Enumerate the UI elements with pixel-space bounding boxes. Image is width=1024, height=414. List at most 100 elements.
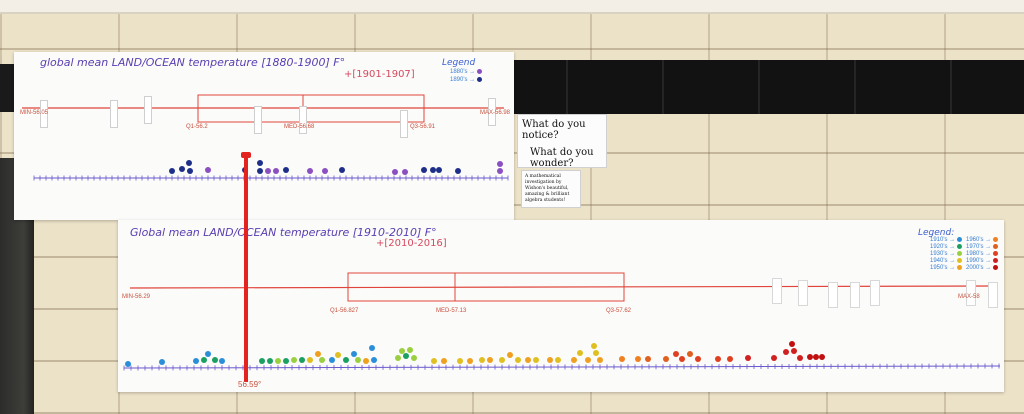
legend-dot: [957, 251, 963, 256]
poster-bottom-legend-title: Legend:: [918, 228, 955, 238]
dot: [497, 168, 503, 174]
dot: [457, 358, 463, 364]
label-q1: Q1-56.2: [186, 124, 208, 130]
hanging-tag: [850, 282, 860, 308]
dot: [585, 357, 591, 363]
dot: [533, 357, 539, 363]
black-stripe: [470, 60, 1024, 114]
legend-label: 1920's →: [930, 244, 956, 251]
dot: [186, 160, 192, 166]
dot: [159, 359, 165, 365]
number-line-ticks: [33, 175, 509, 181]
legend-row: 2000's →: [966, 265, 999, 272]
dot: [283, 358, 289, 364]
dot: [307, 357, 313, 363]
blurb-card: A mathematical investigation by Wishon's…: [521, 170, 581, 208]
legend-row: 1970's →: [966, 244, 999, 251]
legend-dot: [993, 251, 999, 256]
dot: [771, 355, 777, 361]
dot: [515, 357, 521, 363]
legend-label: 1970's →: [966, 244, 992, 251]
dot: [363, 358, 369, 364]
label-median: MED-56.68: [284, 124, 315, 130]
dot: [687, 351, 693, 357]
dot: [355, 357, 361, 363]
dot: [695, 356, 701, 362]
dot: [467, 358, 473, 364]
hanging-tag: [299, 106, 307, 134]
dot: [275, 358, 281, 364]
legend-dot: [957, 237, 963, 242]
dot: [591, 343, 597, 349]
dot: [273, 168, 279, 174]
dot: [399, 348, 405, 354]
hanging-tag: [254, 106, 262, 134]
dot: [507, 352, 513, 358]
legend-dot: [993, 258, 999, 263]
poster-top: global mean LAND/OCEAN temperature [1880…: [14, 52, 514, 220]
legend-row: 1920's →: [930, 244, 963, 251]
dot: [635, 356, 641, 362]
dot: [125, 361, 131, 367]
dot: [319, 357, 325, 363]
red-marker-label: 56.59°: [238, 380, 262, 389]
hanging-tag: [870, 280, 880, 306]
legend-row: 1960's →: [966, 237, 999, 244]
dot: [797, 355, 803, 361]
dot: [430, 167, 436, 173]
label-max: MAX-58: [958, 294, 980, 300]
dot: [212, 357, 218, 363]
legend-row: 1940's →: [930, 258, 963, 265]
label-q3: Q3-57.62: [606, 308, 632, 314]
poster-bottom-subtitle: +[2010-2016]: [376, 238, 447, 249]
hanging-tag: [488, 98, 496, 126]
dot: [169, 168, 175, 174]
hanging-tag: [40, 100, 48, 128]
dot: [783, 349, 789, 355]
dot: [205, 167, 211, 173]
question-card: What do you notice? What do you wonder?: [517, 114, 607, 169]
dot: [343, 357, 349, 363]
dot: [663, 356, 669, 362]
label-max: MAX-56.98: [480, 110, 511, 116]
label-q1: Q1-56.827: [330, 308, 359, 314]
dot: [201, 357, 207, 363]
legend-row: 1990's →: [966, 258, 999, 265]
box-iqr: [197, 94, 425, 123]
whisker-line: [129, 285, 999, 289]
dot: [291, 357, 297, 363]
dot: [497, 161, 503, 167]
legend-row: 1950's →: [930, 265, 963, 272]
dot: [265, 168, 271, 174]
legend-label: 1990's →: [966, 258, 992, 265]
dot: [673, 351, 679, 357]
hanging-tag: [966, 280, 976, 306]
hanging-tag: [988, 282, 998, 308]
dot: [395, 355, 401, 361]
legend-label: 1890's →: [450, 77, 476, 84]
legend-dot: [477, 77, 483, 82]
hanging-tag: [110, 100, 118, 128]
legend-label: 1910's →: [930, 237, 956, 244]
hanging-tag: [772, 278, 782, 304]
legend-dot: [957, 265, 963, 270]
number-line: [123, 365, 1001, 369]
dot: [679, 356, 685, 362]
dot-plot-bottom: [125, 341, 825, 367]
legend-label: 1940's →: [930, 258, 956, 265]
dot: [407, 347, 413, 353]
legend-label: 1880's →: [450, 69, 476, 76]
legend-dot: [993, 237, 999, 242]
legend-right-column: 1960's → 1970's → 1980's → 1990's → 2000…: [966, 237, 999, 272]
dot: [257, 160, 263, 166]
legend-dot: [993, 265, 999, 270]
dot: [259, 358, 265, 364]
ceiling: [0, 0, 1024, 14]
dot: [329, 357, 335, 363]
dot: [619, 356, 625, 362]
dot: [436, 167, 442, 173]
blurb-text: A mathematical investigation by Wishon's…: [525, 174, 570, 203]
dot: [402, 169, 408, 175]
question-wonder: What do you wonder?: [530, 147, 594, 169]
dot: [455, 168, 461, 174]
